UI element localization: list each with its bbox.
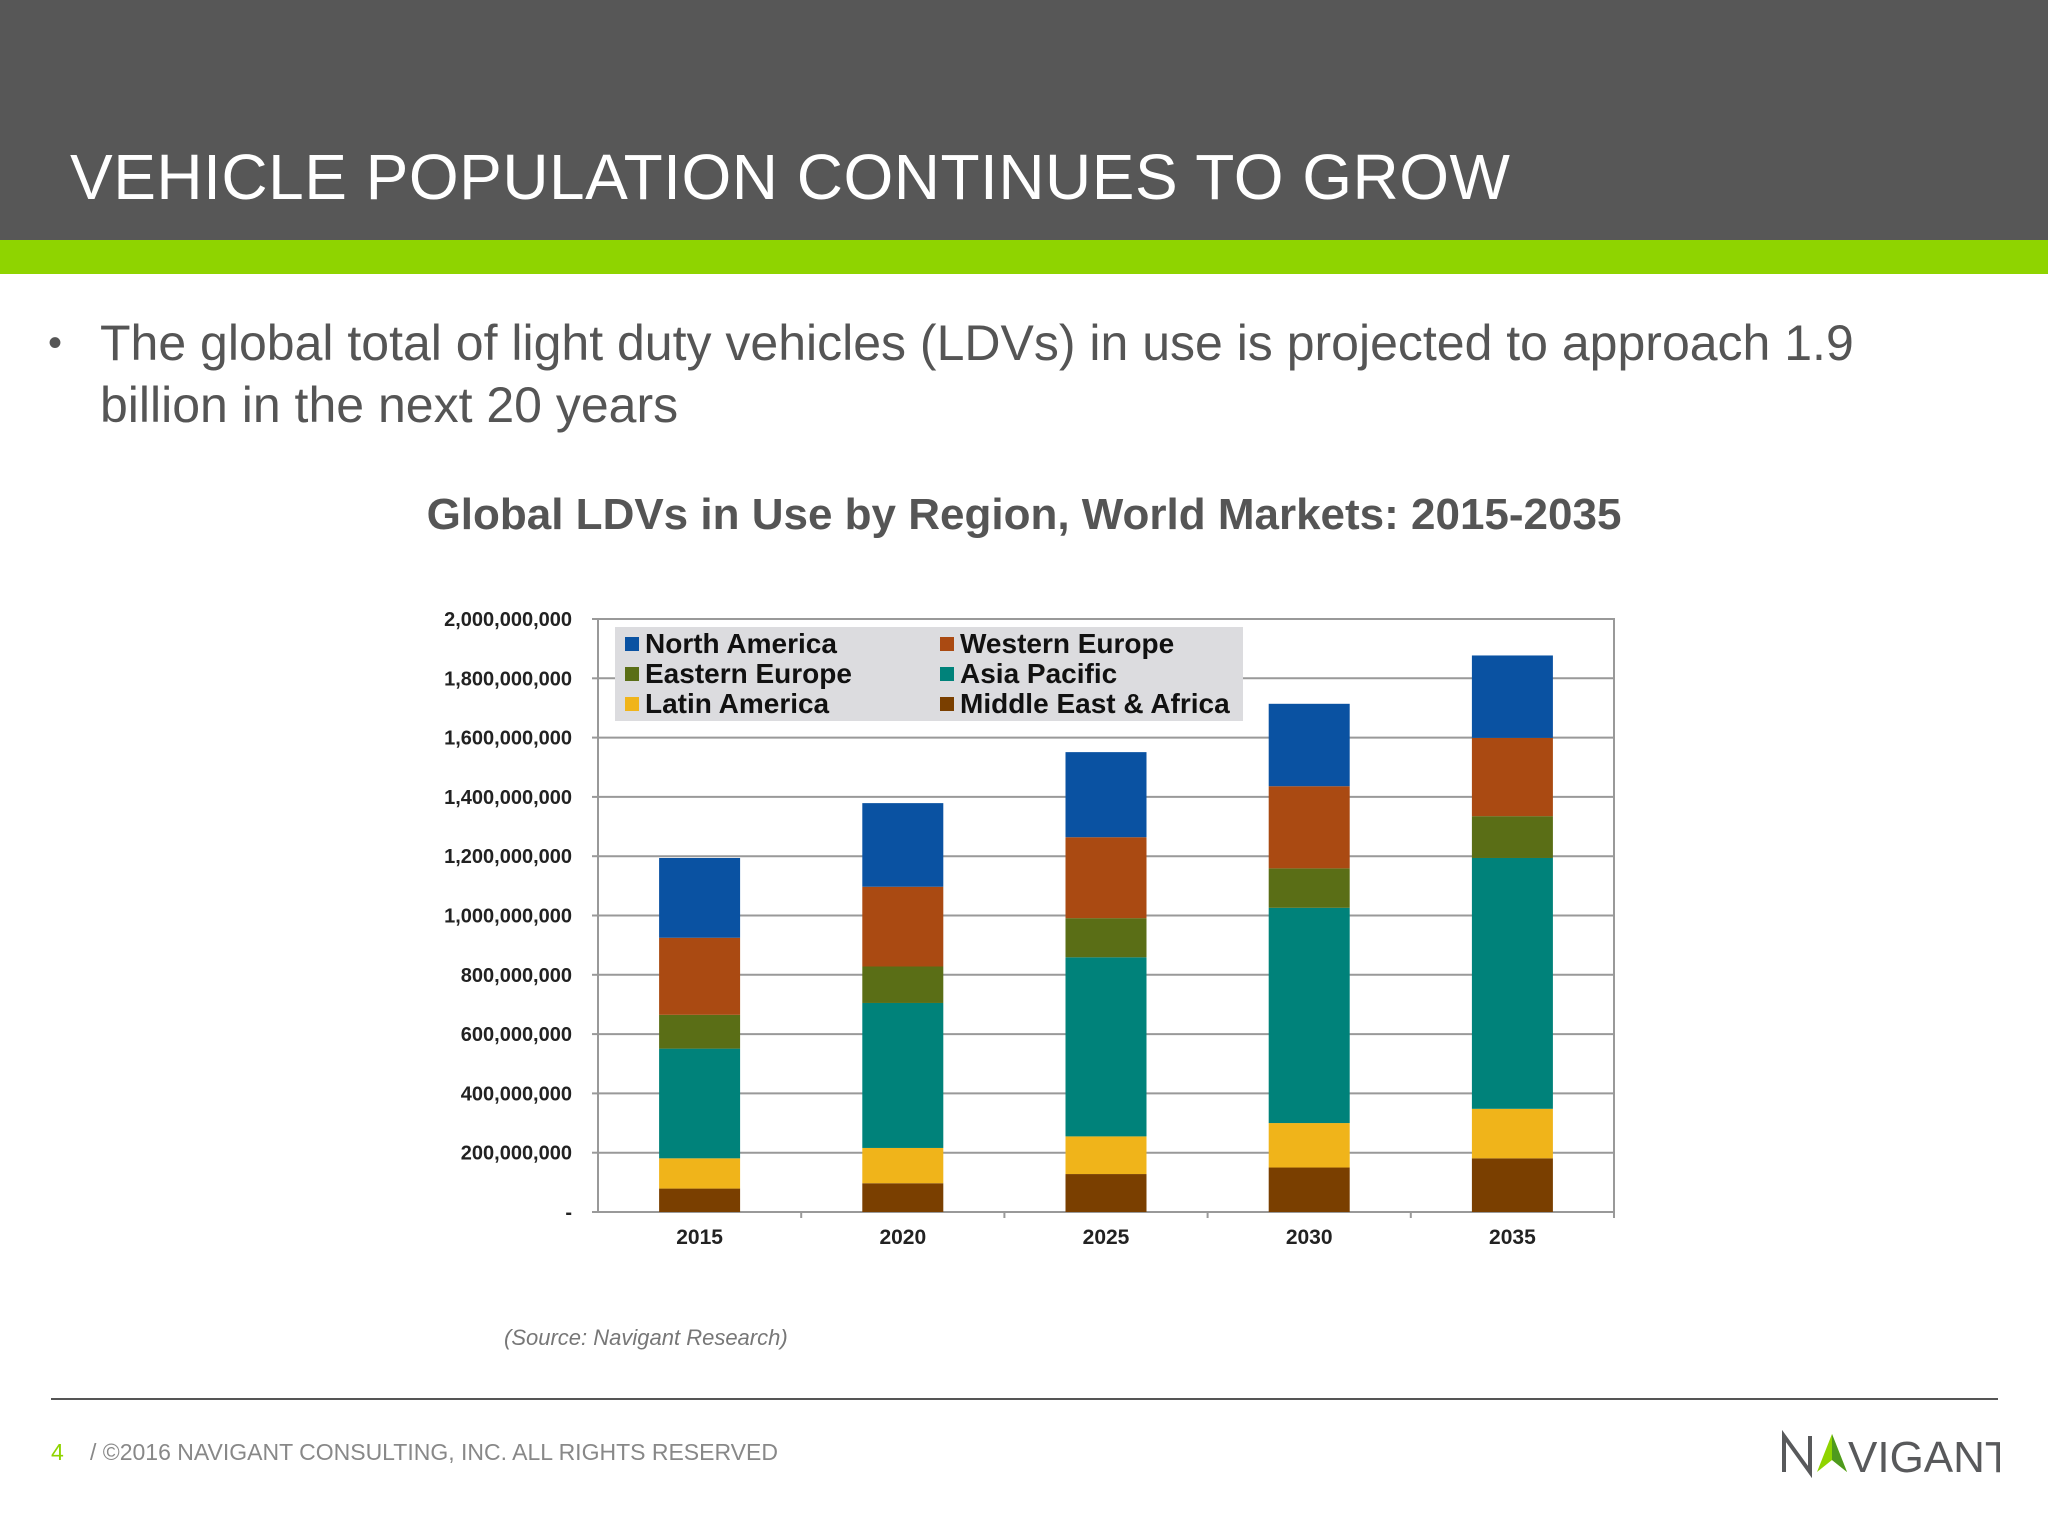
- legend-swatch: [625, 637, 639, 651]
- legend-item: Asia Pacific: [940, 658, 1118, 689]
- bar-segment: [659, 857, 741, 938]
- bar-segment: [862, 803, 944, 887]
- slide-title: VEHICLE POPULATION CONTINUES TO GROW: [70, 141, 1511, 213]
- bar-segment: [862, 1147, 944, 1184]
- bar-segment: [1471, 737, 1553, 817]
- legend-swatch: [940, 697, 954, 711]
- accent-bar: [0, 240, 2048, 274]
- y-tick-label: 800,000,000: [461, 965, 572, 987]
- copyright: / ©2016 NAVIGANT CONSULTING, INC. ALL RI…: [90, 1439, 778, 1465]
- bar-segment: [1065, 1136, 1147, 1175]
- svg-text:VIGANT: VIGANT: [1848, 1433, 2000, 1478]
- bar-segment: [1268, 786, 1350, 869]
- bullet-icon: •: [48, 321, 63, 365]
- bar-segment: [1268, 868, 1350, 908]
- bar-segment: [862, 1002, 944, 1148]
- legend-item: North America: [625, 628, 837, 659]
- bar-segment: [1471, 1108, 1553, 1159]
- y-tick-label: 1,200,000,000: [444, 846, 572, 868]
- legend-label: Western Europe: [960, 628, 1175, 659]
- x-tick-label: 2030: [1286, 1226, 1333, 1249]
- bar-segment: [659, 937, 741, 1015]
- y-tick-label: 1,600,000,000: [444, 728, 572, 750]
- bar-segment: [1065, 752, 1147, 838]
- y-tick-label: 1,000,000,000: [444, 906, 572, 928]
- x-tick-label: 2020: [879, 1226, 926, 1249]
- bar-segment: [862, 966, 944, 1003]
- bar-segment: [1268, 907, 1350, 1124]
- bar-segment: [1065, 957, 1147, 1137]
- header-bar: VEHICLE POPULATION CONTINUES TO GROW: [0, 0, 2048, 240]
- bar-segment: [862, 1183, 944, 1212]
- bar-segment: [1065, 1174, 1147, 1212]
- legend-item: Latin America: [625, 688, 830, 719]
- legend-item: Eastern Europe: [625, 658, 852, 689]
- bar-segment: [1268, 703, 1350, 787]
- bar-segment: [1471, 816, 1553, 858]
- bullet-text: The global total of light duty vehicles …: [100, 315, 1854, 433]
- legend-label: Latin America: [645, 688, 830, 719]
- legend-swatch: [625, 697, 639, 711]
- y-tick-label: -: [565, 1202, 572, 1224]
- chart-title: Global LDVs in Use by Region, World Mark…: [426, 490, 1622, 539]
- legend-item: Middle East & Africa: [940, 688, 1230, 719]
- bar-segment: [1065, 918, 1147, 958]
- bar-segment: [1471, 655, 1553, 738]
- legend-label: Eastern Europe: [645, 658, 852, 689]
- page-number: 4: [51, 1439, 64, 1465]
- legend-label: Asia Pacific: [960, 658, 1118, 689]
- navigant-logo: VIGANT: [1782, 1429, 2000, 1478]
- legend-swatch: [625, 667, 639, 681]
- bar-segment: [862, 886, 944, 967]
- legend-label: Middle East & Africa: [960, 688, 1230, 719]
- bar-segment: [1268, 1123, 1350, 1168]
- source-note: (Source: Navigant Research): [504, 1325, 788, 1350]
- legend-item: Western Europe: [940, 628, 1175, 659]
- bar-segment: [1065, 837, 1147, 919]
- y-tick-label: 2,000,000,000: [444, 609, 572, 631]
- x-tick-label: 2035: [1489, 1226, 1536, 1249]
- bar-segment: [1471, 1158, 1553, 1212]
- footer-divider: [51, 1398, 1998, 1400]
- chart-legend: North America Western Europe Eastern Europ…: [615, 627, 1243, 721]
- x-tick-label: 2015: [676, 1226, 723, 1249]
- bar-segment: [659, 1158, 741, 1189]
- y-tick-label: 600,000,000: [461, 1024, 572, 1046]
- legend-swatch: [940, 667, 954, 681]
- stacked-bar-chart: - 200,000,000 400,000,000 600,000,000 800,00…: [444, 609, 1615, 1249]
- legend-swatch: [940, 637, 954, 651]
- bar-segment: [1268, 1167, 1350, 1212]
- y-tick-label: 1,400,000,000: [444, 787, 572, 809]
- bar-segment: [659, 1048, 741, 1159]
- legend-label: North America: [645, 628, 837, 659]
- y-tick-label: 400,000,000: [461, 1083, 572, 1105]
- x-tick-label: 2025: [1083, 1226, 1130, 1249]
- y-tick-label: 1,800,000,000: [444, 668, 572, 690]
- y-tick-label: 200,000,000: [461, 1143, 572, 1165]
- bar-segment: [1471, 857, 1553, 1109]
- bar-segment: [659, 1188, 741, 1212]
- bar-segment: [659, 1014, 741, 1049]
